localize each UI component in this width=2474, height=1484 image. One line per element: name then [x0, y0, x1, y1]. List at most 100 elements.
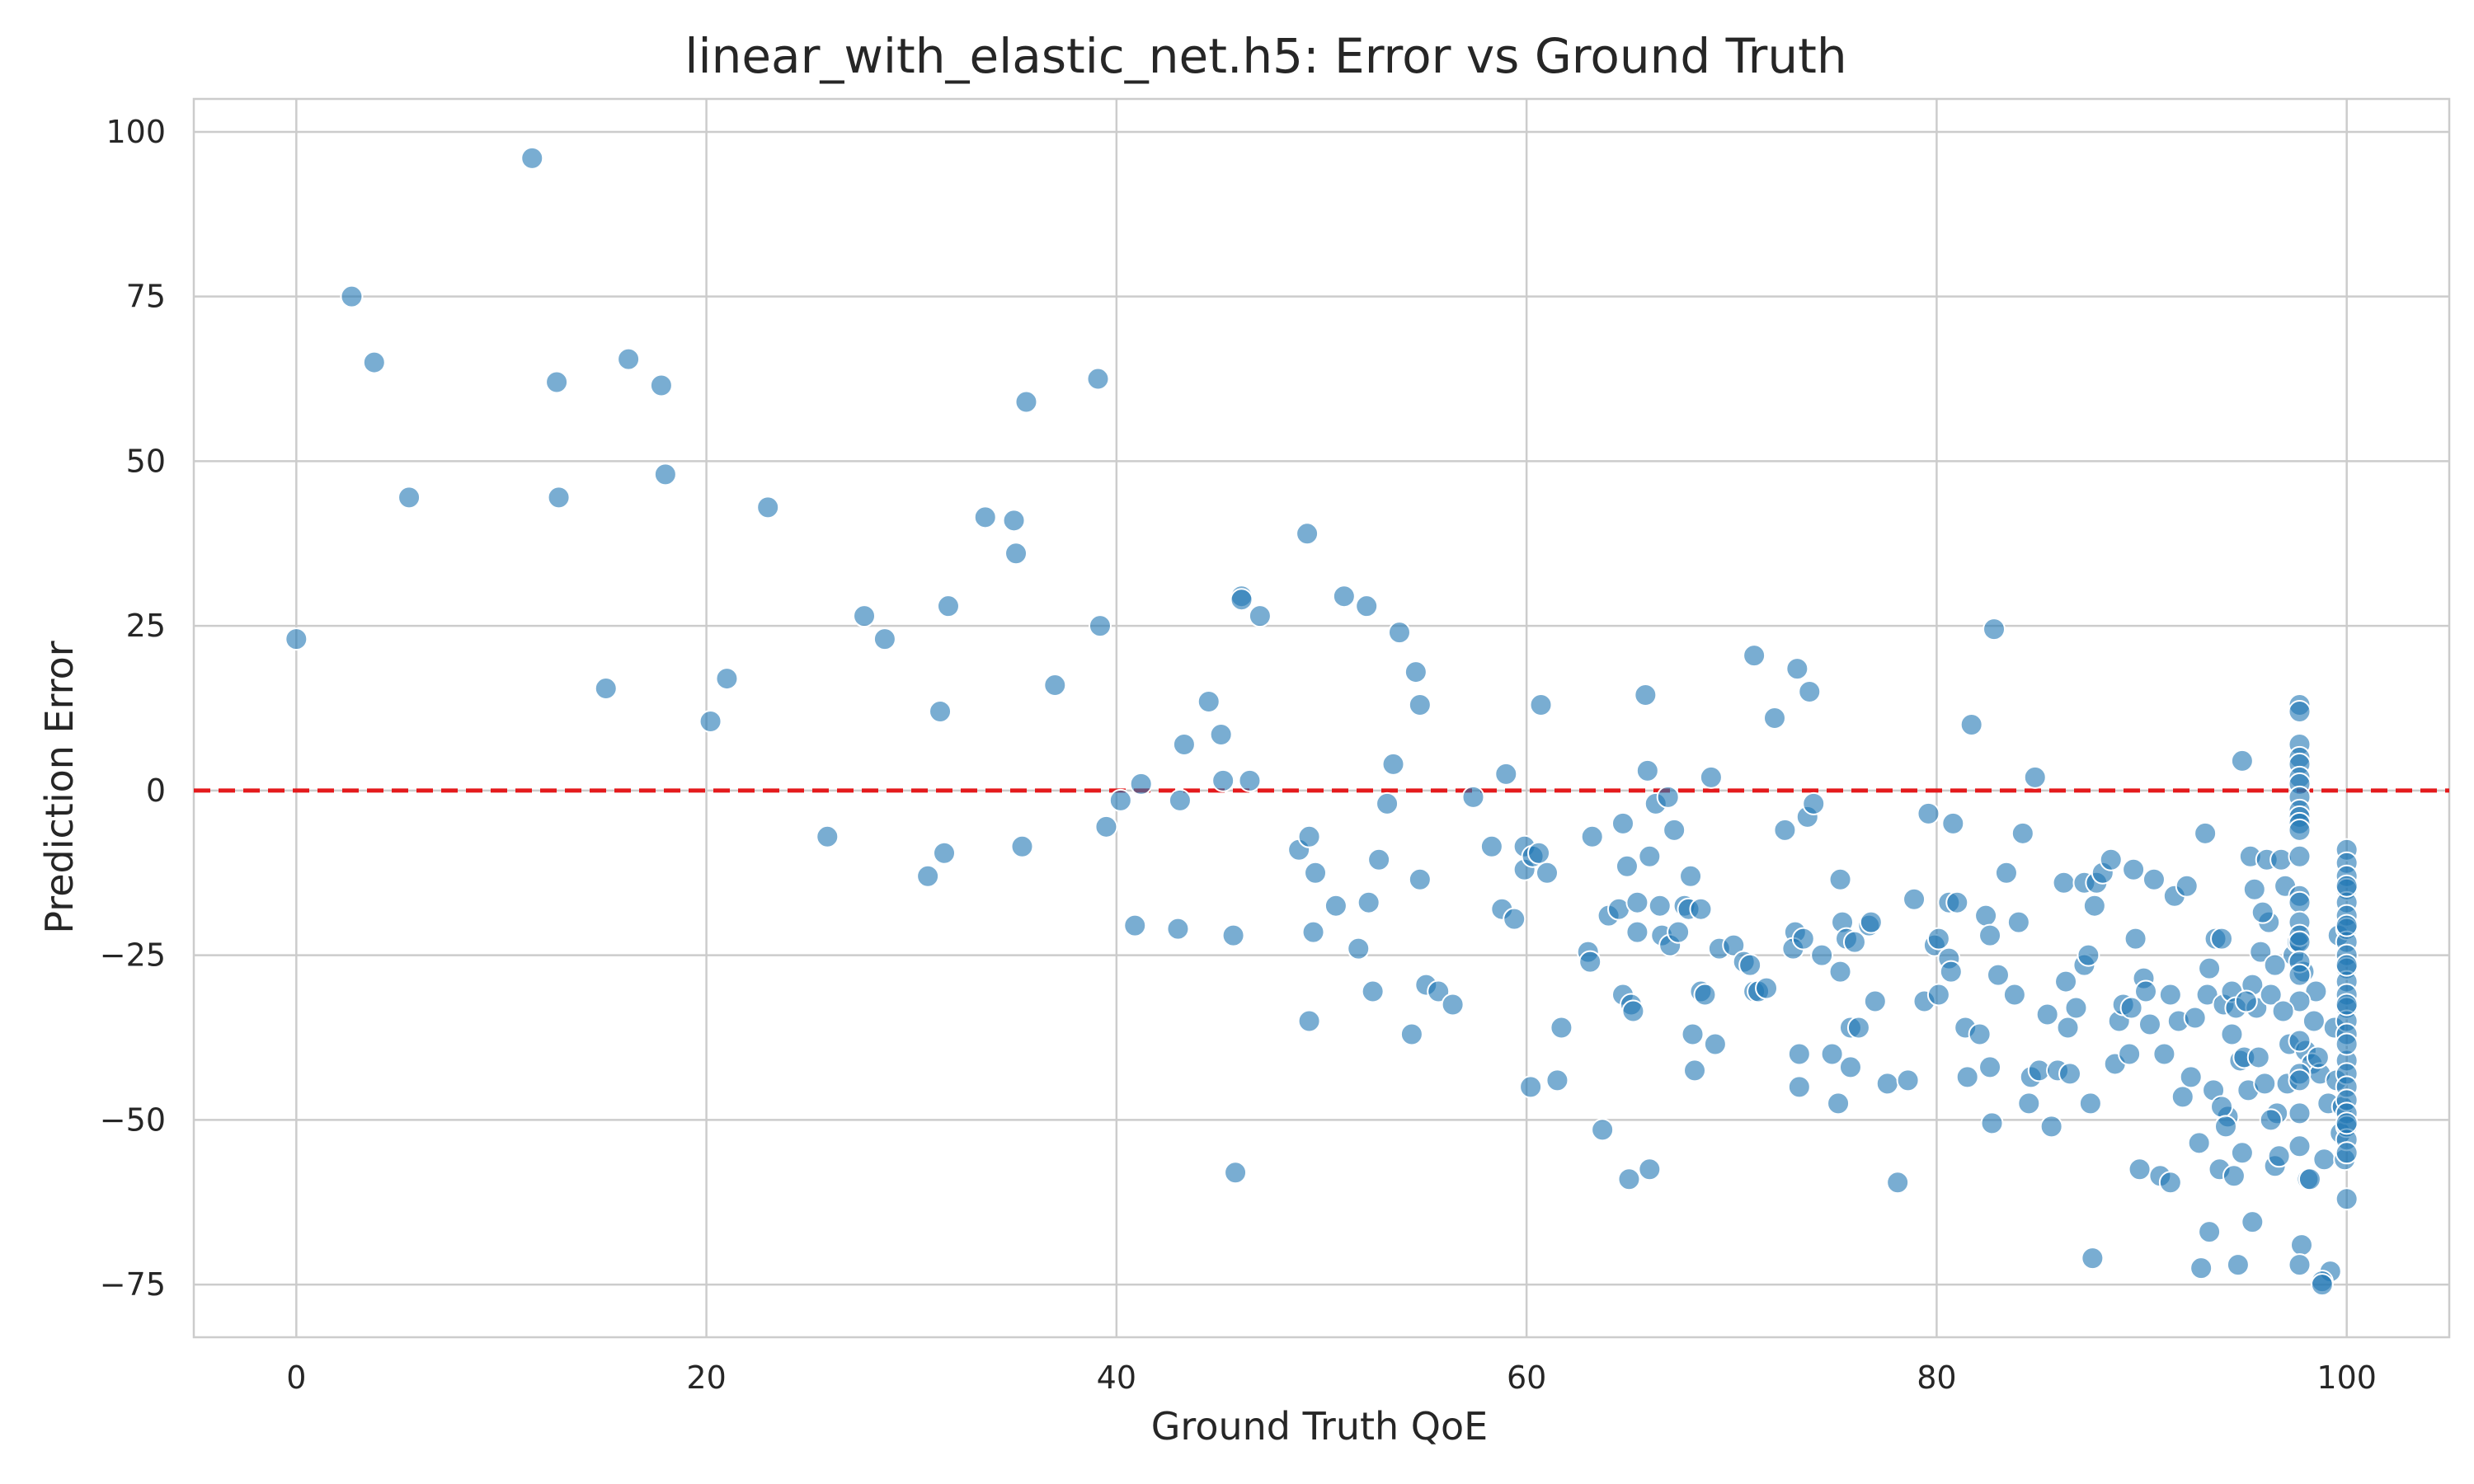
scatter-point: [2335, 1111, 2359, 1135]
scatter-point: [1367, 848, 1391, 871]
scatter-point: [872, 627, 896, 651]
scatter-point: [1791, 927, 1815, 951]
scatter-point: [1301, 920, 1325, 944]
scatter-point: [2288, 963, 2312, 987]
scatter-point: [1324, 894, 1348, 918]
scatter-point: [1086, 367, 1110, 391]
scatter-point: [1108, 788, 1132, 812]
scatter-point: [397, 486, 421, 510]
scatter-point: [2152, 1042, 2176, 1066]
scatter-point: [594, 677, 618, 701]
scatter-point: [2118, 1042, 2142, 1066]
scatter-point: [929, 700, 952, 724]
scatter-point: [2335, 874, 2359, 898]
scatter-point: [2175, 874, 2199, 898]
scatter-point: [2335, 1187, 2359, 1211]
scatter-point: [1699, 765, 1723, 789]
scatter-point: [547, 486, 571, 510]
scatter-point: [1926, 927, 1950, 951]
scatter-point: [1683, 1059, 1707, 1082]
scatter-point: [2288, 700, 2312, 724]
scatter-point: [2213, 1115, 2237, 1139]
scatter-point: [1441, 993, 1465, 1017]
scatter-point: [1529, 693, 1553, 717]
scatter-point: [2002, 983, 2026, 1007]
data-points: [285, 146, 2359, 1297]
scatter-point: [2288, 1101, 2312, 1125]
scatter-point: [649, 373, 673, 397]
scatter-point: [617, 347, 641, 371]
scatter-point: [2246, 1045, 2270, 1069]
scatter-point: [1945, 890, 1969, 914]
scatter-point: [2288, 930, 2312, 954]
scatter-point: [1656, 785, 1680, 809]
scatter-point: [2179, 1065, 2203, 1089]
scatter-point: [2259, 983, 2283, 1007]
scatter-point: [653, 463, 677, 486]
scatter-point: [2335, 953, 2359, 977]
scatter-point: [715, 667, 739, 691]
scatter-point: [1297, 824, 1321, 848]
y-tick-labels: −75 −50 −25 0 25 50 75 100: [100, 114, 166, 1303]
scatter-point: [1810, 943, 1834, 967]
scatter-point: [2124, 927, 2147, 951]
scatter-point: [1982, 618, 2006, 641]
scatter-point: [1168, 788, 1192, 812]
scatter-point: [816, 824, 840, 848]
scatter-point: [1238, 768, 1262, 792]
scatter-point: [545, 370, 569, 394]
scatter-point: [1617, 1167, 1641, 1191]
scatter-point: [1361, 979, 1385, 1003]
scatter-point: [2077, 943, 2100, 967]
scatter-point: [1503, 907, 1526, 931]
scatter-point: [2335, 1141, 2359, 1165]
x-tick-labels: 0 20 40 60 80 100: [286, 1360, 2377, 1396]
scatter-point: [1828, 960, 1852, 984]
scatter-point: [1248, 604, 1272, 628]
scatter-point: [2052, 871, 2076, 895]
scatter-point: [1693, 983, 1717, 1007]
scatter-point: [1827, 1092, 1851, 1115]
scatter-point: [1722, 933, 1746, 957]
scatter-point: [1625, 890, 1649, 914]
scatter-point: [1663, 818, 1686, 842]
scatter-point: [1297, 1009, 1321, 1033]
scatter-point: [1621, 999, 1645, 1023]
x-axis-label: Ground Truth QoE: [1151, 1404, 1488, 1449]
scatter-point: [1004, 542, 1028, 566]
scatter-point: [1304, 861, 1328, 885]
scatter-point: [2142, 867, 2166, 891]
scatter-point: [2230, 1141, 2254, 1165]
scatter-point: [1347, 937, 1371, 960]
scatter-point: [2078, 1092, 2102, 1115]
scatter-point: [1536, 861, 1559, 885]
scatter-point: [1461, 785, 1485, 809]
scatter-point: [1863, 989, 1887, 1013]
plot-area-frame: [192, 97, 2451, 1339]
y-tick-label: 100: [106, 114, 166, 150]
y-tick-label: −75: [100, 1266, 166, 1303]
scatter-point: [2183, 1006, 2207, 1030]
scatter-point: [1221, 923, 1245, 947]
scatter-point: [2198, 956, 2222, 980]
scatter-point: [1494, 762, 1518, 786]
scatter-point: [1703, 1032, 1727, 1056]
scatter-point: [2023, 765, 2047, 789]
x-tick-label: 60: [1507, 1360, 1546, 1396]
scatter-point: [2171, 1085, 2194, 1109]
scatter-point: [1903, 887, 1926, 911]
scatter-point: [2054, 970, 2078, 993]
scatter-point: [2249, 940, 2273, 964]
y-tick-label: −50: [100, 1101, 166, 1138]
scatter-point: [2271, 999, 2295, 1023]
scatter-point: [1941, 811, 1965, 835]
scatter-point: [1648, 894, 1672, 918]
scatter-point: [936, 594, 960, 618]
scatter-point: [1611, 811, 1634, 835]
scatter-point: [1088, 614, 1112, 638]
scatter-point: [2242, 877, 2266, 901]
scatter-point: [933, 841, 957, 865]
scatter-point: [2119, 996, 2143, 1020]
scatter-point: [1762, 707, 1786, 730]
